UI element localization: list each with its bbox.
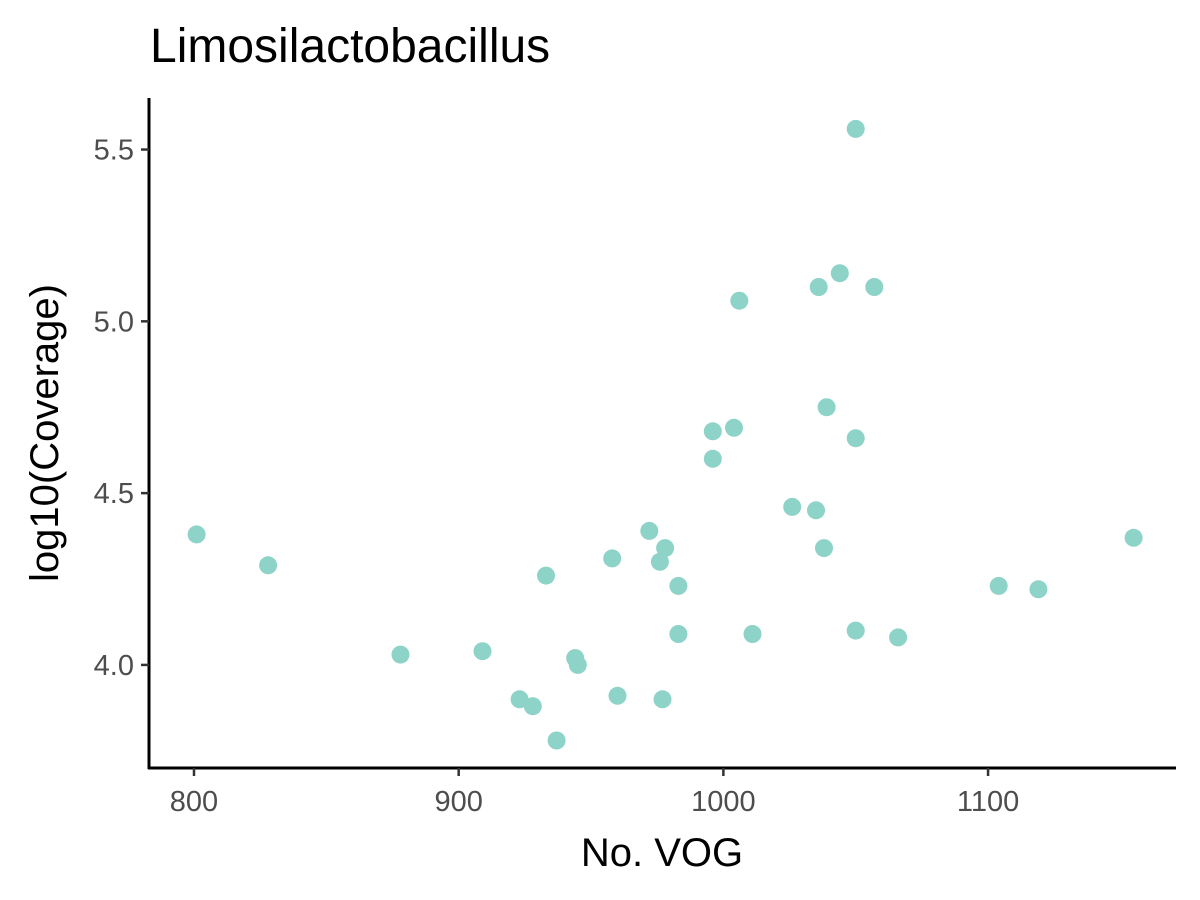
- data-point: [817, 398, 836, 417]
- data-point: [473, 642, 492, 661]
- x-tick-label: 800: [170, 786, 218, 818]
- data-point: [640, 521, 659, 540]
- data-point: [547, 731, 566, 750]
- chart-title: Limosilactobacillus: [150, 20, 550, 73]
- data-points: [187, 119, 1143, 750]
- data-point: [815, 539, 833, 558]
- data-point: [865, 278, 884, 296]
- data-point: [608, 686, 627, 705]
- data-point: [783, 497, 802, 516]
- data-point: [989, 576, 1008, 595]
- data-point: [830, 264, 849, 283]
- data-point: [743, 625, 762, 643]
- data-point: [653, 690, 672, 709]
- data-point: [187, 525, 206, 544]
- data-point: [259, 556, 278, 575]
- data-point: [523, 697, 542, 716]
- x-tick-label: 1100: [957, 786, 1019, 818]
- data-point: [889, 628, 908, 647]
- data-point: [650, 552, 669, 571]
- data-point: [703, 449, 722, 468]
- y-tick-label: 5.5: [94, 135, 134, 167]
- data-point: [537, 566, 555, 585]
- data-point: [510, 690, 529, 709]
- x-tick-label: 1000: [691, 786, 756, 818]
- data-point: [1029, 580, 1048, 599]
- data-point: [669, 576, 688, 595]
- data-point: [846, 621, 865, 640]
- data-point: [669, 625, 688, 643]
- data-point: [603, 549, 622, 568]
- data-point: [568, 655, 587, 674]
- data-point: [656, 539, 675, 558]
- y-tick-label: 4.5: [94, 478, 134, 510]
- data-point: [725, 418, 743, 437]
- y-tick-label: 4.0: [94, 650, 134, 682]
- x-axis-title: No. VOG: [581, 831, 743, 875]
- y-tick-label: 5.0: [94, 306, 134, 338]
- data-point: [846, 119, 865, 138]
- x-axis-ticks: 800 900 1000 1100: [170, 768, 1019, 818]
- data-point: [846, 429, 865, 448]
- data-point: [730, 291, 749, 310]
- data-point: [807, 501, 825, 520]
- data-point: [703, 422, 722, 441]
- data-point: [391, 645, 410, 664]
- x-tick-label: 900: [434, 786, 482, 818]
- data-point: [809, 278, 828, 296]
- data-point: [1124, 528, 1143, 547]
- y-axis-title: log10(Coverage): [23, 284, 67, 582]
- y-axis-ticks: 4.0 4.5 5.0 5.5: [94, 135, 149, 682]
